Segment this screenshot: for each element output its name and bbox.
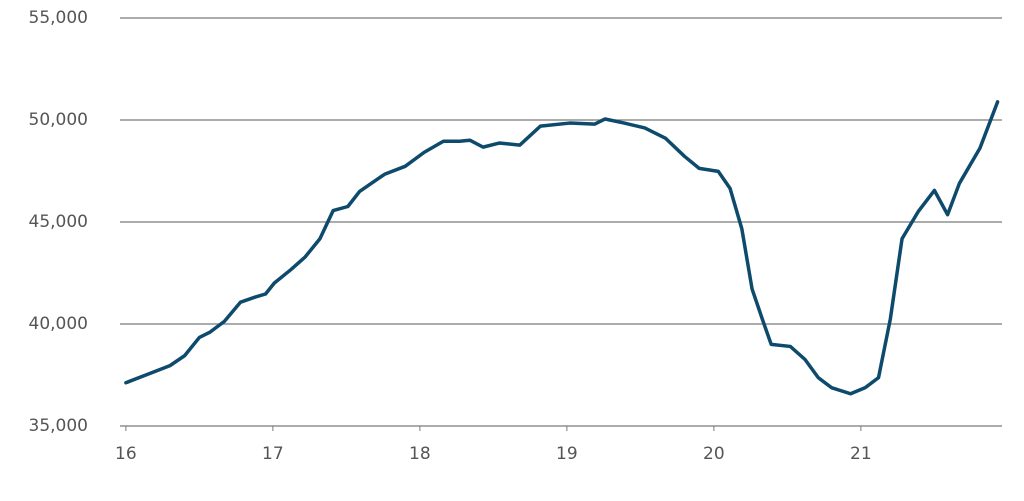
x-tick-label: 16 <box>115 444 137 464</box>
line-series <box>124 100 1000 396</box>
y-tick-label: 40,000 <box>29 314 88 334</box>
x-tick-label: 17 <box>262 444 284 464</box>
y-tick-label: 35,000 <box>29 416 88 436</box>
y-tick-label: 55,000 <box>29 8 88 28</box>
y-tick-label: 45,000 <box>29 212 88 232</box>
x-tick-label: 19 <box>556 444 578 464</box>
x-tick-label: 21 <box>850 444 872 464</box>
x-tick-label: 20 <box>703 444 725 464</box>
y-tick-label: 50,000 <box>29 110 88 130</box>
x-tick-label: 18 <box>409 444 431 464</box>
